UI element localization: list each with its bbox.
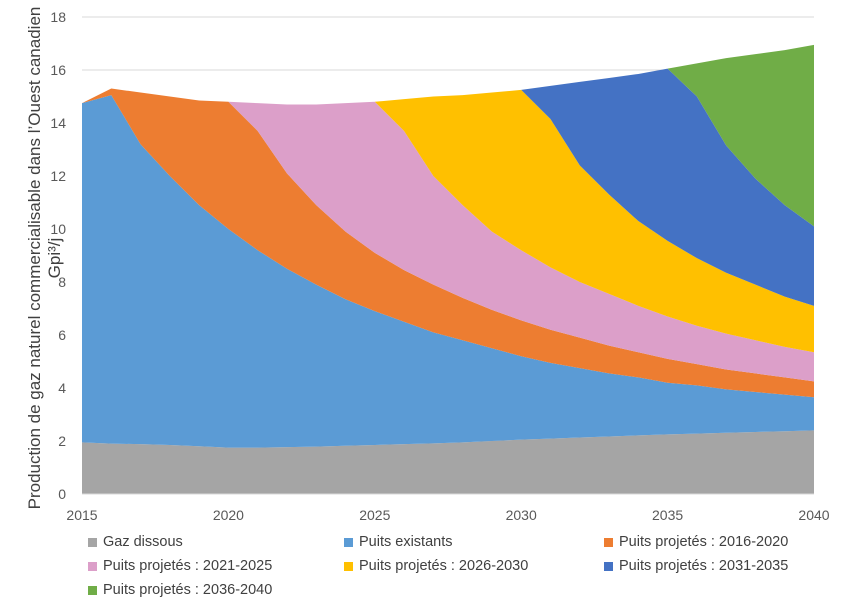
area-series-6 — [82, 68, 814, 306]
x-tick-label: 2030 — [506, 507, 537, 523]
legend-item: Puits projetés : 2036-2040 — [88, 582, 272, 598]
y-axis-label: Production de gaz naturel commercialisab… — [25, 6, 44, 510]
x-tick-label: 2015 — [66, 507, 97, 523]
legend-item: Puits projetés : 2016-2020 — [604, 534, 788, 550]
legend-label: Puits projetés : 2021-2025 — [103, 558, 273, 574]
y-tick-label: 6 — [58, 327, 66, 343]
legend-swatch — [88, 561, 97, 571]
legend-item: Puits projetés : 2021-2025 — [88, 558, 272, 574]
y-axis-title: Production de gaz naturel commercialisab… — [25, 0, 65, 518]
y-axis-unit: Gpi³/j — [45, 237, 64, 279]
legend-swatch — [604, 561, 613, 571]
legend-swatch — [88, 585, 97, 595]
legend-item: Puits projetés : 2026-2030 — [344, 558, 528, 574]
legend-label: Gaz dissous — [103, 534, 183, 550]
area-series-4 — [82, 88, 814, 382]
legend-swatch — [604, 537, 613, 547]
x-tick-label: 2035 — [652, 507, 683, 523]
y-tick-label: 12 — [50, 168, 66, 184]
y-tick-label: 18 — [50, 9, 66, 25]
legend-label: Puits projetés : 2026-2030 — [359, 558, 529, 574]
area-series-1 — [82, 430, 814, 494]
legend-label: Puits projetés : 2031-2035 — [619, 558, 789, 574]
legend-label: Puits existants — [359, 534, 453, 550]
legend-item: Puits projetés : 2031-2035 — [604, 558, 788, 574]
legend-label: Puits projetés : 2016-2020 — [619, 534, 789, 550]
y-tick-label: 4 — [58, 380, 66, 396]
legend-swatch — [344, 561, 353, 571]
x-tick-label: 2025 — [359, 507, 390, 523]
legend-label: Puits projetés : 2036-2040 — [103, 582, 273, 598]
legend-swatch — [88, 537, 97, 547]
legend-item: Gaz dissous — [88, 534, 183, 550]
area-series-3 — [82, 88, 814, 398]
y-tick-label: 8 — [58, 274, 66, 290]
y-tick-label: 10 — [50, 221, 66, 237]
x-tick-label: 2020 — [213, 507, 244, 523]
legend-swatch — [344, 537, 353, 547]
legend-item: Puits existants — [344, 534, 453, 550]
area-series-7 — [82, 44, 814, 227]
area-series-5 — [82, 88, 814, 353]
y-tick-label: 2 — [58, 433, 66, 449]
y-tick-label: 16 — [50, 62, 66, 78]
x-tick-label: 2040 — [798, 507, 829, 523]
area-series-2 — [82, 95, 814, 448]
y-tick-label: 0 — [58, 486, 66, 502]
y-tick-label: 14 — [50, 115, 66, 131]
